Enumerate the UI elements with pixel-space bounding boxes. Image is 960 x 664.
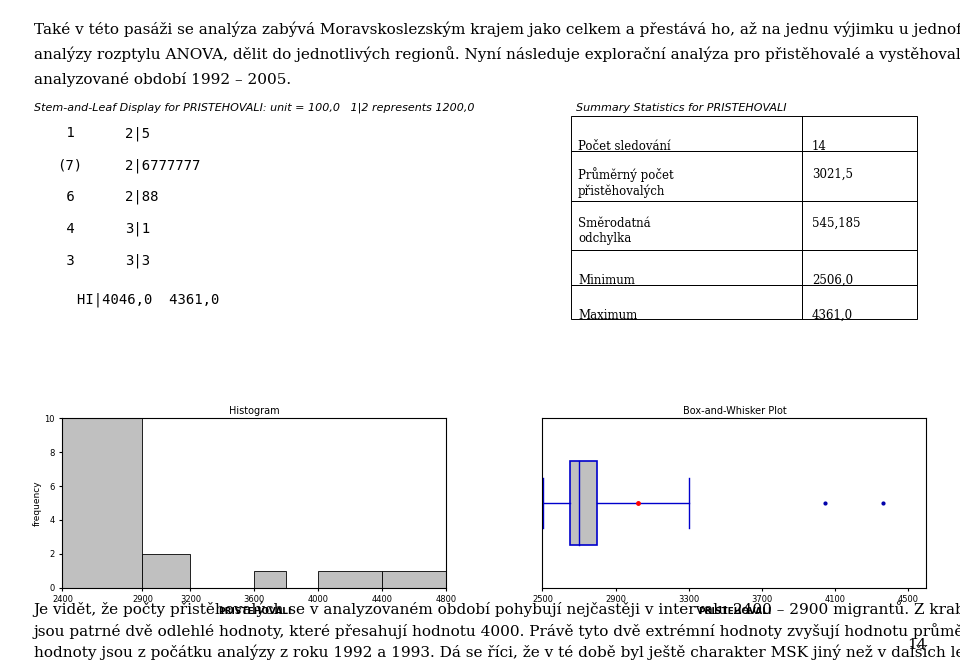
Text: 545,185: 545,185 (812, 217, 860, 230)
Text: 2|6777777: 2|6777777 (125, 158, 201, 173)
Text: analýzy rozptylu ANOVA, dělit do jednotlivých regionů. Nyní následuje explorační: analýzy rozptylu ANOVA, dělit do jednotl… (34, 46, 960, 62)
Bar (62, 418, 142, 588)
Bar (254, 570, 286, 588)
Bar (802, 151, 917, 201)
Title: Box-and-Whisker Plot: Box-and-Whisker Plot (683, 406, 786, 416)
Text: 3021,5: 3021,5 (812, 167, 853, 181)
Text: 2506,0: 2506,0 (812, 274, 853, 288)
Text: Počet sledování: Počet sledování (578, 140, 671, 153)
Text: 2|5: 2|5 (125, 126, 150, 141)
Text: Minimum: Minimum (578, 274, 635, 288)
Bar (571, 201, 802, 250)
Bar (142, 554, 190, 588)
Text: jsou patrné dvě odlehlé hodnoty, které přesahují hodnotu 4000. Právě tyto dvě ex: jsou patrné dvě odlehlé hodnoty, které p… (34, 623, 960, 639)
Bar (802, 285, 917, 319)
Bar (319, 570, 382, 588)
Text: Průměrný počet
přistěhovalých: Průměrný počet přistěhovalých (578, 167, 674, 198)
Text: Směrodatná
odchylka: Směrodatná odchylka (578, 217, 651, 245)
Text: 2|88: 2|88 (125, 190, 158, 205)
Text: Summary Statistics for PRISTEHOVALI: Summary Statistics for PRISTEHOVALI (576, 103, 786, 113)
X-axis label: PRISTEHOVALI: PRISTEHOVALI (698, 607, 771, 616)
Text: analyzované období 1992 – 2005.: analyzované období 1992 – 2005. (34, 72, 291, 87)
Text: 6: 6 (58, 190, 74, 204)
Text: 3|1: 3|1 (125, 222, 150, 236)
Bar (802, 250, 917, 285)
Bar (571, 285, 802, 319)
Text: 3: 3 (58, 254, 74, 268)
Text: 14: 14 (812, 140, 827, 153)
Text: HI|4046,0  4361,0: HI|4046,0 4361,0 (77, 292, 219, 307)
X-axis label: PRISTEHOVALI: PRISTEHOVALI (218, 607, 291, 616)
Bar (571, 250, 802, 285)
Text: Stem-and-Leaf Display for PRISTEHOVALI: unit = 100,0   1|2 represents 1200,0: Stem-and-Leaf Display for PRISTEHOVALI: … (34, 103, 474, 114)
Bar (802, 201, 917, 250)
Bar (570, 461, 597, 545)
Y-axis label: frequency: frequency (33, 480, 41, 526)
Text: Také v této pasáži se analýza zabývá Moravskoslezským krajem jako celkem a přest: Také v této pasáži se analýza zabývá Mor… (34, 21, 960, 37)
Text: hodnoty jsou z počátku analýzy z roku 1992 a 1993. Dá se říci, že v té době byl : hodnoty jsou z počátku analýzy z roku 19… (34, 645, 960, 660)
Bar (802, 116, 917, 151)
Text: 14: 14 (907, 638, 926, 652)
Bar (382, 570, 446, 588)
Text: 3|3: 3|3 (125, 254, 150, 268)
Title: Histogram: Histogram (229, 406, 279, 416)
Text: 4361,0: 4361,0 (812, 309, 853, 322)
Text: Maximum: Maximum (578, 309, 637, 322)
Bar (571, 116, 802, 151)
Text: (7): (7) (58, 158, 83, 172)
Text: 4: 4 (58, 222, 74, 236)
Text: Je vidět, že počty přistěhovalých se v analyzovaném období pohybují nejčastěji v: Je vidět, že počty přistěhovalých se v a… (34, 601, 960, 617)
Text: 1: 1 (58, 126, 74, 140)
Bar (571, 151, 802, 201)
